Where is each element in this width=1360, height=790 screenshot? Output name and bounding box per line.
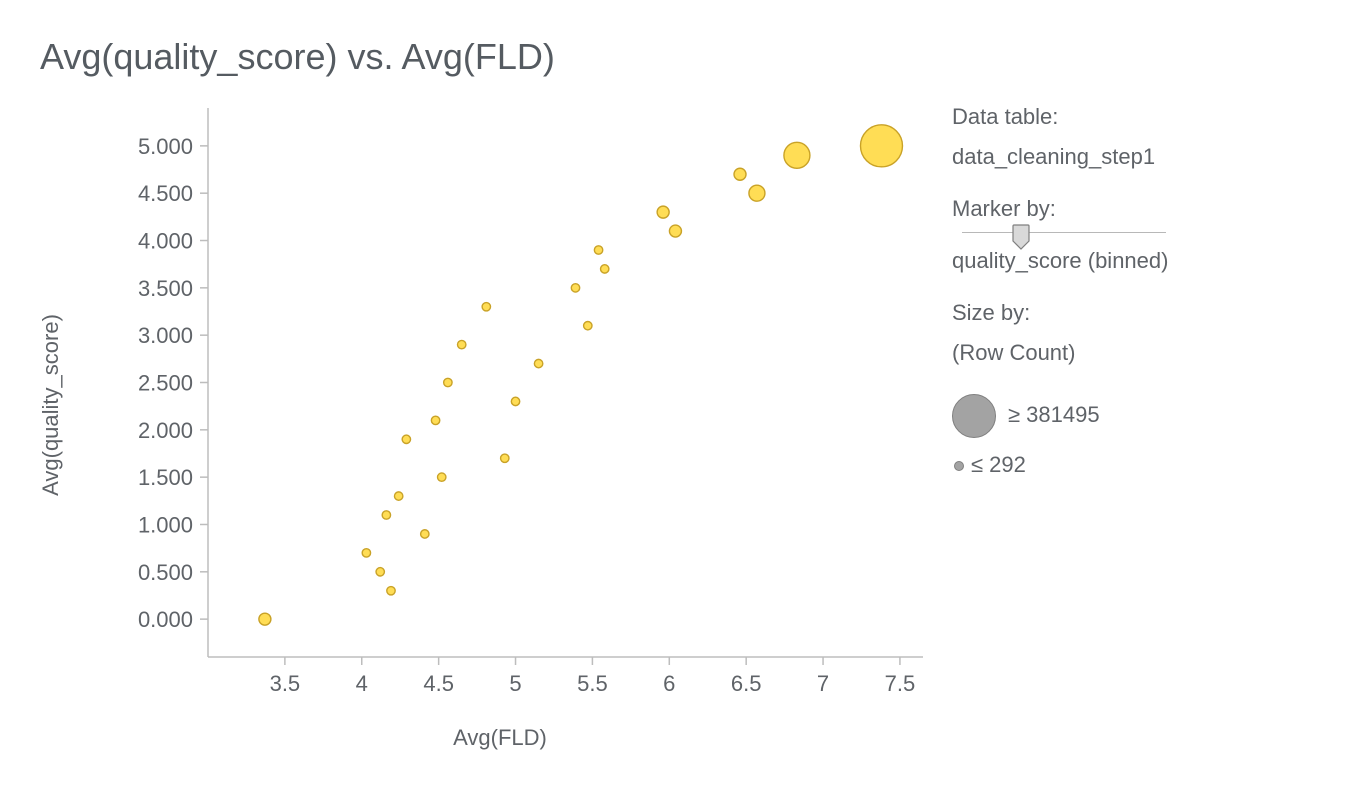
data-point[interactable] [510,396,521,407]
data-point[interactable] [748,184,766,202]
data-point[interactable] [499,453,510,464]
y-tick-label: 4.000 [138,229,193,254]
x-tick-label: 7.5 [885,671,916,696]
data-point[interactable] [361,547,372,558]
size-by-label[interactable]: Size by: [952,300,1031,325]
data-table-value: data_cleaning_step1 [952,144,1156,169]
data-point[interactable] [593,245,604,255]
data-point[interactable] [419,529,430,539]
data-point[interactable] [430,415,441,426]
data-point[interactable] [668,224,683,238]
axes [207,108,923,658]
data-point[interactable] [599,264,610,274]
data-point[interactable] [783,141,811,170]
data-point[interactable] [533,358,544,369]
data-point[interactable] [436,472,447,483]
size-legend-large-marker [952,394,996,438]
data-point[interactable] [375,566,386,577]
size-legend-max: ≥ 381495 [1008,402,1100,427]
y-axis-ticks: 0.000 0.500 1.000 1.500 2.000 2.500 3.000 3.500… [138,134,208,632]
x-tick-label: 7 [817,671,829,696]
y-tick-label: 1.000 [138,512,193,537]
data-point[interactable] [401,434,412,445]
data-point[interactable] [656,205,670,219]
marker-by-value[interactable]: quality_score (binned) [952,248,1169,273]
marker-slider-thumb[interactable] [1012,224,1030,250]
scatter-plot[interactable]: 0.000 0.500 1.000 1.500 2.000 2.500 3.000 3.500… [0,0,940,790]
data-point[interactable] [570,282,581,293]
marker-by-label[interactable]: Marker by: [952,196,1056,221]
data-point[interactable] [442,377,453,388]
y-tick-label: 5.000 [138,134,193,159]
x-tick-label: 4.5 [423,671,454,696]
size-by-value[interactable]: (Row Count) [952,340,1076,365]
y-tick-label: 2.000 [138,418,193,443]
x-tick-label: 6 [663,671,675,696]
y-tick-label: 0.000 [138,607,193,632]
x-axis-ticks: 3.5 4 4.5 5 5.5 6 6.5 7 7.5 [270,657,916,696]
data-point[interactable] [582,320,593,331]
x-axis-label: Avg(FLD) [453,725,547,750]
x-tick-label: 4 [356,671,368,696]
x-tick-label: 5.5 [577,671,608,696]
size-legend-min: ≤ 292 [971,452,1026,477]
data-points [258,124,904,626]
y-tick-label: 0.500 [138,560,193,585]
data-point[interactable] [393,491,404,501]
data-point[interactable] [258,612,272,626]
data-point[interactable] [456,339,467,350]
chart-title: Avg(quality_score) vs. Avg(FLD) [40,36,555,77]
data-point[interactable] [381,510,392,520]
marker-slider-track[interactable] [962,232,1166,233]
data-point[interactable] [481,301,492,312]
data-point[interactable] [859,124,904,168]
data-table-label: Data table: [952,104,1059,129]
y-tick-label: 3.500 [138,276,193,301]
y-tick-label: 3.000 [138,323,193,348]
data-point[interactable] [733,167,747,181]
data-point[interactable] [386,585,396,596]
y-tick-label: 4.500 [138,181,193,206]
size-legend-small-marker [954,461,964,471]
x-tick-label: 5 [509,671,521,696]
x-tick-label: 6.5 [731,671,762,696]
y-tick-label: 2.500 [138,371,193,396]
x-tick-label: 3.5 [270,671,301,696]
y-tick-label: 1.500 [138,465,193,490]
y-axis-label: Avg(quality_score) [38,314,63,496]
